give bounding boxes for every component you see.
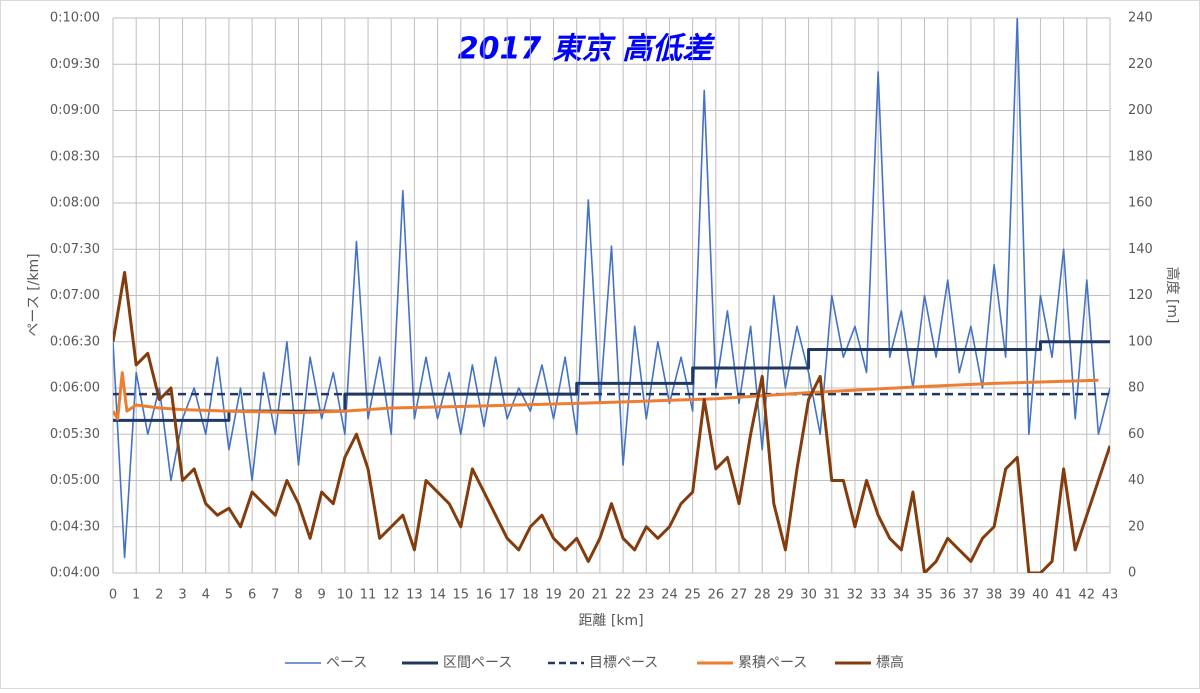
x-tick-label: 24: [661, 588, 678, 603]
y-axis-label: ペース [/km]: [26, 253, 42, 336]
y2-tick-label: 240: [1128, 11, 1153, 26]
x-tick-label: 8: [294, 588, 302, 603]
x-tick-label: 9: [318, 588, 326, 603]
y-tick-label: 0:04:30: [50, 519, 100, 534]
y2-tick-label: 100: [1128, 334, 1153, 349]
y-tick-label: 0:05:30: [50, 427, 100, 442]
x-tick-label: 28: [754, 588, 771, 603]
x-tick-label: 43: [1102, 588, 1119, 603]
plot-area: [113, 18, 1110, 573]
x-tick-label: 0: [109, 588, 117, 603]
y2-tick-label: 20: [1128, 519, 1145, 534]
legend-label: ペース: [326, 655, 367, 671]
series-line: [113, 270, 1110, 573]
x-tick-label: 42: [1079, 588, 1096, 603]
x-tick-label: 25: [684, 588, 701, 603]
legend-label: 累積ペース: [738, 655, 807, 671]
x-tick-label: 27: [731, 588, 748, 603]
x-tick-label: 41: [1055, 588, 1072, 603]
series-line: [113, 371, 1099, 421]
y2-tick-label: 80: [1128, 381, 1145, 396]
x-tick-label: 21: [592, 588, 609, 603]
y-tick-label: 0:08:30: [50, 149, 100, 164]
y-tick-label: 0:05:00: [50, 473, 100, 488]
y2-tick-label: 200: [1128, 103, 1153, 118]
y-tick-label: 0:09:30: [50, 57, 100, 72]
x-tick-label: 14: [429, 588, 446, 603]
x-tick-label: 6: [248, 588, 256, 603]
y2-tick-label: 60: [1128, 427, 1145, 442]
x-tick-label: 2: [155, 588, 163, 603]
y-tick-label: 0:04:00: [50, 566, 100, 581]
x-axis-label: 距離 [km]: [578, 612, 643, 629]
x-tick-label: 12: [383, 588, 400, 603]
x-tick-label: 4: [202, 588, 210, 603]
x-tick-label: 32: [847, 588, 864, 603]
y2-tick-label: 180: [1128, 149, 1153, 164]
x-tick-label: 7: [271, 588, 279, 603]
x-tick-label: 13: [406, 588, 423, 603]
x-tick-label: 16: [476, 588, 493, 603]
x-tick-label: 15: [453, 588, 470, 603]
y2-tick-label: 120: [1128, 288, 1153, 303]
y-tick-label: 0:07:00: [50, 288, 100, 303]
y-tick-label: 0:10:00: [50, 11, 100, 26]
x-tick-label: 10: [337, 588, 354, 603]
x-tick-label: 5: [225, 588, 233, 603]
x-tick-label: 33: [870, 588, 887, 603]
y2-axis-label: 高度 [m]: [1164, 266, 1181, 323]
legend-label: 区間ペース: [443, 655, 512, 671]
legend-label: 標高: [876, 654, 904, 671]
x-tick-label: 31: [823, 588, 840, 603]
x-tick-label: 35: [916, 588, 933, 603]
y2-tick-label: 40: [1128, 473, 1145, 488]
legend-label: 目標ペース: [589, 655, 658, 671]
y-tick-label: 0:09:00: [50, 103, 100, 118]
x-tick-label: 34: [893, 588, 910, 603]
x-tick-label: 30: [800, 588, 817, 603]
x-tick-label: 29: [777, 588, 794, 603]
x-tick-label: 37: [963, 588, 980, 603]
y-tick-label: 0:08:00: [50, 196, 100, 211]
x-tick-label: 1: [132, 588, 140, 603]
x-tick-label: 11: [360, 588, 377, 603]
x-tick-label: 40: [1032, 588, 1049, 603]
y2-tick-label: 0: [1128, 566, 1136, 581]
series-line: [113, 18, 1110, 559]
y2-tick-label: 220: [1128, 57, 1153, 72]
x-tick-label: 36: [939, 588, 956, 603]
chart-title: 2017 東京 高低差: [458, 32, 716, 67]
x-tick-label: 39: [1009, 588, 1026, 603]
x-tick-label: 3: [178, 588, 186, 603]
y2-tick-label: 140: [1128, 242, 1153, 257]
x-tick-label: 26: [708, 588, 725, 603]
x-tick-label: 23: [638, 588, 655, 603]
x-tick-label: 20: [568, 588, 585, 603]
x-tick-label: 38: [986, 588, 1003, 603]
x-tick-label: 18: [522, 588, 539, 603]
y2-tick-label: 160: [1128, 196, 1153, 211]
y-tick-label: 0:06:30: [50, 334, 100, 349]
y-tick-label: 0:06:00: [50, 381, 100, 396]
x-tick-label: 19: [545, 588, 562, 603]
x-tick-label: 17: [499, 588, 516, 603]
y-tick-label: 0:07:30: [50, 242, 100, 257]
x-tick-label: 22: [615, 588, 632, 603]
